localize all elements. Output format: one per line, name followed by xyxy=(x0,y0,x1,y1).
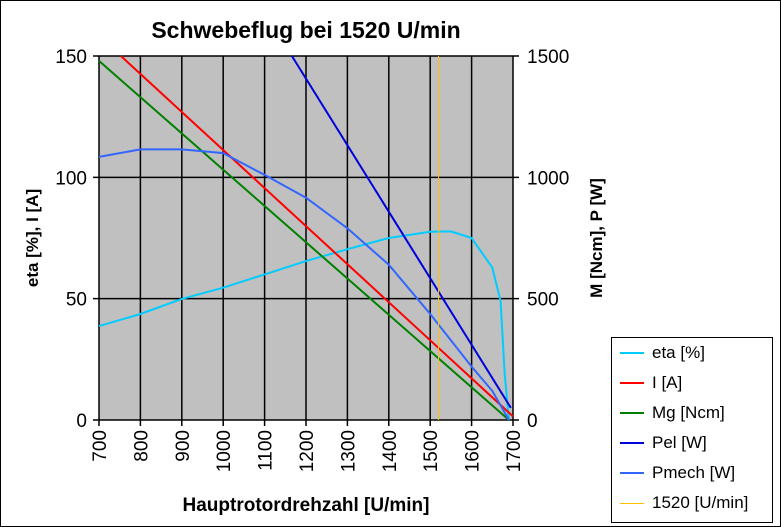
legend-swatch xyxy=(620,412,644,414)
y-tick-label: 50 xyxy=(66,290,87,311)
x-tick-label: 1400 xyxy=(380,430,401,472)
legend-label: eta [%] xyxy=(652,343,705,362)
x-axis-title: Hauptrotordrehzahl [U/min] xyxy=(183,495,430,516)
y2-tick-label: 1000 xyxy=(527,168,569,189)
x-tick-label: 1600 xyxy=(463,430,484,472)
legend-swatch xyxy=(620,382,644,384)
y-tick-label: 100 xyxy=(55,168,87,189)
x-tick-label: 1100 xyxy=(256,430,277,471)
y-axis-title: eta [%], I [A] xyxy=(23,189,42,287)
legend-label: 1520 [U/min] xyxy=(652,493,749,512)
y-tick-label: 150 xyxy=(55,47,87,68)
x-tick-label: 1500 xyxy=(421,430,442,472)
x-tick-label: 900 xyxy=(173,430,194,462)
x-tick-label: 1300 xyxy=(338,430,359,472)
legend-label: Pel [W] xyxy=(652,433,707,452)
y2-tick-label: 1500 xyxy=(527,47,569,68)
legend: eta [%] I [A] Mg [Ncm] Pel [W] Pmech [W] 1520… xyxy=(611,337,773,523)
y2-tick-label: 500 xyxy=(527,290,559,311)
x-tick-label: 1200 xyxy=(297,430,318,472)
series-line-i xyxy=(120,55,514,418)
x-tick-label: 1700 xyxy=(504,430,525,472)
legend-swatch xyxy=(620,502,644,504)
legend-swatch xyxy=(620,442,644,444)
x-tick-label: 1000 xyxy=(214,430,235,472)
legend-swatch xyxy=(620,352,644,354)
y2-axis-title: M [Ncm], P [W] xyxy=(587,178,606,298)
series-line-pel xyxy=(291,55,512,409)
chart-title: Schwebeflug bei 1520 U/min xyxy=(151,17,460,43)
series-line-eta xyxy=(98,230,510,421)
x-tick-label: 700 xyxy=(90,430,111,462)
legend-label: Pmech [W] xyxy=(652,463,736,482)
y-tick-label: 0 xyxy=(76,411,87,432)
x-tick-label: 800 xyxy=(131,430,152,462)
legend-item: 1520 [U/min] xyxy=(612,488,772,518)
series-line-mg xyxy=(98,60,510,421)
legend-item: eta [%] xyxy=(612,338,772,368)
series-line-pmech xyxy=(98,148,510,421)
legend-item: I [A] xyxy=(612,368,772,398)
legend-item: Pel [W] xyxy=(612,428,772,458)
legend-item: Mg [Ncm] xyxy=(612,398,772,428)
legend-label: Mg [Ncm] xyxy=(652,403,725,422)
y2-tick-label: 0 xyxy=(527,411,538,432)
legend-item: Pmech [W] xyxy=(612,458,772,488)
legend-swatch xyxy=(620,472,644,474)
legend-label: I [A] xyxy=(652,373,683,392)
